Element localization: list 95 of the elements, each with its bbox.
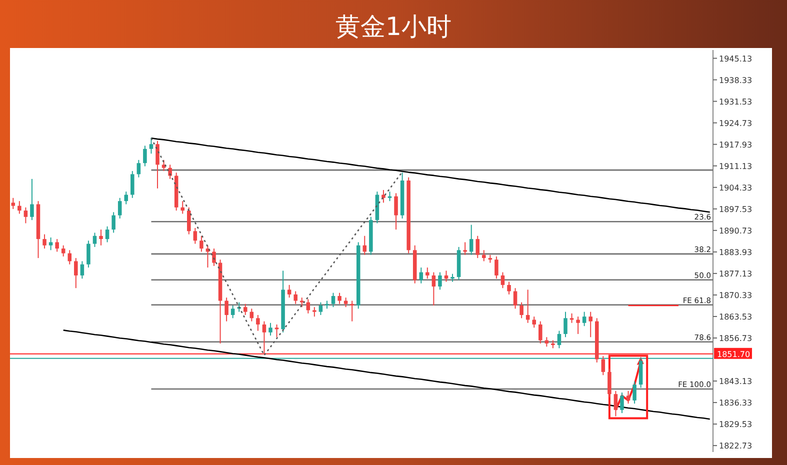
- y-tick-label: 1836.33: [719, 398, 752, 408]
- candlestick: [287, 284, 292, 298]
- candlestick: [230, 305, 235, 319]
- y-tick-label: 1945.13: [719, 54, 752, 64]
- candlestick: [350, 300, 354, 322]
- candlestick: [86, 240, 90, 268]
- candlestick: [507, 281, 511, 295]
- candlestick: [124, 191, 128, 205]
- candlestick: [331, 292, 336, 308]
- candlestick: [520, 302, 524, 319]
- line-series: [150, 137, 403, 356]
- candlestick: [48, 236, 53, 251]
- y-tick-label: 1938.33: [719, 76, 752, 85]
- candlestick: [538, 320, 542, 344]
- candlestick: [576, 316, 580, 334]
- chart-title: 黄金1小时: [336, 12, 452, 41]
- candlestick: [419, 267, 424, 284]
- candlestick: [149, 137, 154, 154]
- y-tick-label: 1917.93: [719, 140, 752, 150]
- candlestick: [74, 258, 78, 289]
- candlestick: [513, 288, 518, 310]
- y-tick-label: 1877.13: [719, 269, 752, 278]
- candlestick: [620, 392, 624, 414]
- candlestick: [432, 272, 436, 306]
- candlestick: [394, 192, 398, 230]
- y-tick-label: 1870.33: [719, 290, 752, 300]
- candlestick: [632, 380, 636, 404]
- candlestick: [338, 292, 342, 304]
- candlestick: [300, 297, 304, 308]
- candlestick: [463, 242, 467, 256]
- y-tick-label: 1843.13: [719, 377, 752, 386]
- candlestick: [256, 314, 260, 332]
- y-tick-label: 1883.93: [719, 248, 752, 257]
- candlestick: [494, 256, 498, 280]
- candlestick: [193, 227, 198, 244]
- candlestick: [200, 235, 204, 252]
- candlestick: [212, 248, 216, 266]
- candlestick: [294, 290, 298, 304]
- candlestick: [608, 368, 612, 398]
- candlestick: [482, 250, 486, 262]
- candlestick: [262, 320, 266, 356]
- candlestick: [268, 322, 272, 336]
- candlestick: [438, 272, 442, 290]
- candlestick: [143, 145, 147, 167]
- y-tick-label: 1856.73: [719, 334, 752, 343]
- y-tick-label: 1911.13: [719, 162, 752, 171]
- candlestick: [564, 311, 568, 338]
- candlestick: [136, 159, 141, 178]
- candlestick: [224, 297, 228, 322]
- y-tick-label: 1822.73: [719, 442, 752, 451]
- candlestick: [588, 311, 592, 338]
- candlestick: [61, 244, 66, 257]
- candlestick: [92, 232, 97, 248]
- y-tick-label: 1924.73: [719, 118, 752, 128]
- candlestick: [426, 267, 430, 280]
- candlestick: [469, 224, 474, 256]
- candlestick: [312, 306, 316, 318]
- line-series: [62, 330, 711, 420]
- candlestick: [557, 330, 562, 349]
- candlestick: [112, 212, 116, 234]
- line-series: [150, 137, 711, 213]
- y-tick-label: 1863.53: [719, 312, 752, 322]
- candlestick: [80, 260, 84, 280]
- candlestick: [162, 159, 166, 172]
- candlestick: [187, 206, 191, 235]
- candlestick: [601, 356, 606, 376]
- y-tick-label: 1890.73: [719, 226, 752, 236]
- candlestick: [18, 200, 22, 214]
- y-tick-label: 1829.53: [719, 420, 752, 430]
- y-tick-label: 1931.53: [719, 97, 752, 106]
- candlestick: [532, 316, 536, 328]
- candlestick: [168, 164, 172, 180]
- candlestick: [42, 234, 46, 250]
- candlestick: [243, 303, 248, 316]
- candlestick: [318, 302, 323, 316]
- candlestick: [11, 197, 16, 210]
- ref-line-label: 1851.70: [717, 350, 750, 359]
- candlestick: [382, 190, 386, 204]
- candlestick: [55, 238, 59, 252]
- candlestick: [30, 178, 34, 221]
- candlestick: [156, 140, 160, 189]
- candlestick: [68, 250, 72, 265]
- candlestick: [118, 197, 122, 219]
- candlestick: [582, 311, 586, 327]
- candlestick: [99, 229, 103, 246]
- candlestick: [614, 390, 618, 417]
- y-tick-label: 1904.33: [719, 183, 752, 192]
- candlestick: [130, 170, 134, 198]
- candlestick: [476, 235, 480, 259]
- y-tick-label: 1897.53: [719, 204, 752, 214]
- candlestick: [24, 206, 28, 224]
- candlestick: [500, 272, 505, 289]
- candlestick: [105, 226, 110, 243]
- candlestick: [180, 200, 184, 214]
- candlestick: [626, 390, 630, 404]
